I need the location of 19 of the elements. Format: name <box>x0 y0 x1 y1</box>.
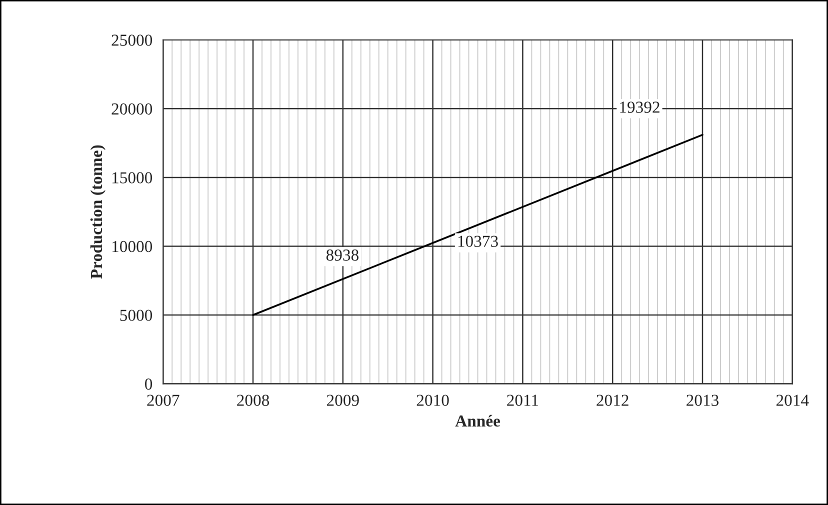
annotation: 10373 <box>458 236 498 247</box>
y-axis-title: Production (tonne) <box>90 145 106 279</box>
x-tick-label: 2010 <box>416 394 449 406</box>
x-axis-title: Année <box>455 414 500 427</box>
x-tick-label: 2007 <box>147 394 180 406</box>
y-tick-label: 20000 <box>112 103 152 115</box>
x-tick-label: 2012 <box>596 394 628 406</box>
annotation: 19392 <box>620 102 660 113</box>
x-tick-label: 2013 <box>686 394 719 406</box>
y-tick-label: 0 <box>145 378 152 390</box>
y-tick-label: 15000 <box>112 172 152 184</box>
y-tick-label: 5000 <box>120 310 152 321</box>
y-tick-label: 10000 <box>112 240 152 252</box>
annotation: 8938 <box>326 249 358 261</box>
x-tick-label: 2011 <box>507 394 538 406</box>
x-tick-label: 2009 <box>326 394 359 406</box>
x-tick-label: 2008 <box>237 394 270 406</box>
x-tick-label: 2014 <box>776 394 809 406</box>
y-tick-label: 25000 <box>112 34 152 46</box>
